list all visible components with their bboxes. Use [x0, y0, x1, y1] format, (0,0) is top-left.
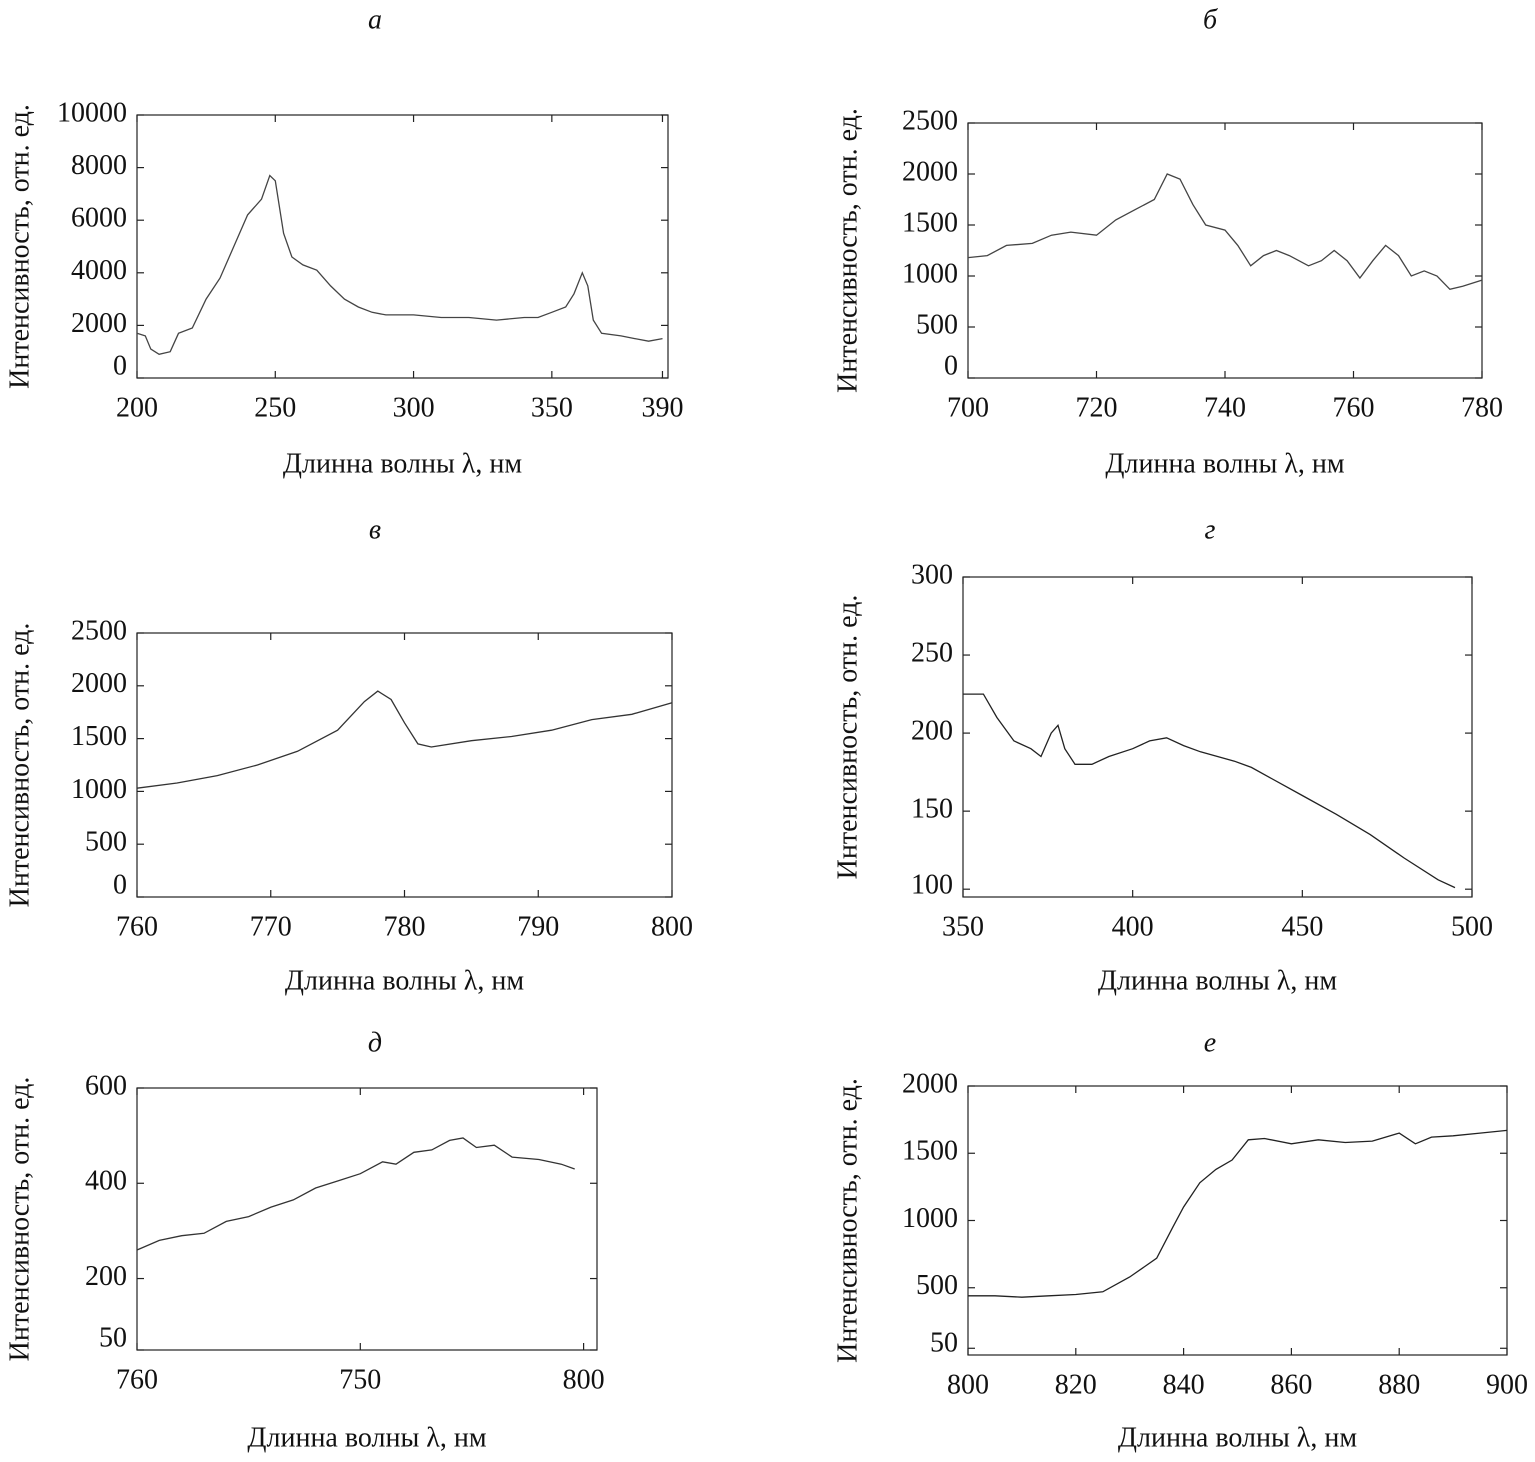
plot-frame	[136, 1087, 598, 1351]
y-tick-label: 400	[85, 1166, 127, 1197]
x-tick-label: 760	[1333, 392, 1375, 423]
spectrum-line	[968, 1129, 1508, 1298]
x-tick-label: 800	[651, 911, 693, 942]
x-tick-label: 750	[339, 1364, 381, 1395]
panel-title: г	[1205, 514, 1216, 545]
y-tick-label: 6000	[71, 203, 127, 234]
x-tick-label: 800	[947, 1369, 989, 1400]
y-axis-label: Интенсивность, отн. ед.	[4, 104, 35, 389]
spectrum-line	[136, 690, 673, 789]
y-tick-label: 1500	[902, 207, 958, 238]
x-tick-label: 450	[1281, 911, 1323, 942]
x-axis-label: Длинна волны λ, нм	[283, 448, 522, 479]
x-tick-label: 740	[1204, 392, 1246, 423]
y-axis-label: Интенсивность, отн. ед.	[832, 1078, 863, 1363]
y-tick-label: 0	[944, 350, 958, 381]
y-tick-label: 1500	[71, 721, 127, 752]
x-tick-label: 880	[1378, 1369, 1420, 1400]
y-tick-label: 2000	[71, 668, 127, 699]
x-tick-label: 200	[116, 392, 158, 423]
y-tick-label: 2000	[71, 308, 127, 339]
panel-title: а	[368, 4, 382, 35]
y-tick-label: 8000	[71, 150, 127, 181]
y-tick-label: 2500	[902, 105, 958, 136]
y-tick-label: 600	[85, 1070, 127, 1101]
panel-title: б	[1203, 4, 1218, 35]
y-tick-label: 0	[113, 869, 127, 900]
x-tick-label: 790	[517, 911, 559, 942]
panel-title: д	[368, 1027, 382, 1058]
x-tick-label: 820	[1055, 1369, 1097, 1400]
y-tick-label: 150	[911, 794, 953, 825]
y-tick-label: 10000	[57, 97, 127, 128]
x-tick-label: 500	[1451, 911, 1493, 942]
y-tick-label: 1000	[902, 1203, 958, 1234]
panel-title: е	[1204, 1027, 1216, 1058]
spectrum-line	[136, 1137, 575, 1251]
y-tick-label: 100	[911, 869, 953, 900]
y-tick-label: 0	[113, 350, 127, 381]
y-tick-label: 200	[85, 1261, 127, 1292]
y-tick-label: 4000	[71, 255, 127, 286]
y-tick-label: 500	[85, 827, 127, 858]
y-tick-label: 500	[916, 309, 958, 340]
panel-title: в	[369, 514, 381, 545]
y-tick-label: 2000	[902, 1068, 958, 1099]
y-tick-label: 250	[911, 637, 953, 668]
spectrum-line	[963, 693, 1456, 889]
x-axis-label: Длинна волны λ, нм	[1118, 1422, 1357, 1453]
x-axis-label: Длинна волны λ, нм	[285, 965, 524, 996]
y-tick-label: 200	[911, 716, 953, 747]
y-tick-label: 2500	[71, 615, 127, 646]
plot-frame	[967, 122, 1483, 379]
y-tick-label: 50	[99, 1322, 127, 1353]
x-axis-label: Длинна волны λ, нм	[1105, 448, 1344, 479]
y-axis-label: Интенсивность, отн. ед.	[832, 595, 863, 880]
plot-frame	[962, 576, 1473, 898]
x-tick-label: 250	[254, 392, 296, 423]
x-tick-label: 720	[1076, 392, 1118, 423]
x-tick-label: 780	[384, 911, 426, 942]
x-axis-label: Длинна волны λ, нм	[1098, 965, 1337, 996]
x-tick-label: 770	[250, 911, 292, 942]
x-tick-label: 860	[1270, 1369, 1312, 1400]
x-tick-label: 390	[641, 392, 683, 423]
x-tick-label: 900	[1486, 1369, 1528, 1400]
x-tick-label: 780	[1461, 392, 1503, 423]
y-tick-label: 500	[916, 1270, 958, 1301]
plot-frame	[136, 114, 669, 379]
plot-frame	[967, 1085, 1508, 1356]
x-tick-label: 840	[1163, 1369, 1205, 1400]
y-tick-label: 300	[911, 559, 953, 590]
y-axis-label: Интенсивность, отн. ед.	[4, 623, 35, 908]
y-tick-label: 50	[930, 1327, 958, 1358]
y-tick-label: 2000	[902, 156, 958, 187]
y-tick-label: 1500	[902, 1136, 958, 1167]
y-tick-label: 1000	[902, 258, 958, 289]
y-axis-label: Интенсивность, отн. ед.	[4, 1077, 35, 1362]
x-tick-label: 800	[563, 1364, 605, 1395]
y-axis-label: Интенсивность, отн. ед.	[832, 108, 863, 393]
spectrum-line	[136, 174, 663, 355]
x-tick-label: 350	[531, 392, 573, 423]
x-tick-label: 760	[116, 911, 158, 942]
plot-frame	[136, 632, 673, 898]
y-tick-label: 1000	[71, 774, 127, 805]
x-tick-label: 350	[942, 911, 984, 942]
x-tick-label: 760	[116, 1364, 158, 1395]
x-tick-label: 700	[947, 392, 989, 423]
x-axis-label: Длинна волны λ, нм	[247, 1422, 486, 1453]
x-tick-label: 400	[1112, 911, 1154, 942]
spectrum-line	[967, 173, 1483, 291]
x-tick-label: 300	[393, 392, 435, 423]
